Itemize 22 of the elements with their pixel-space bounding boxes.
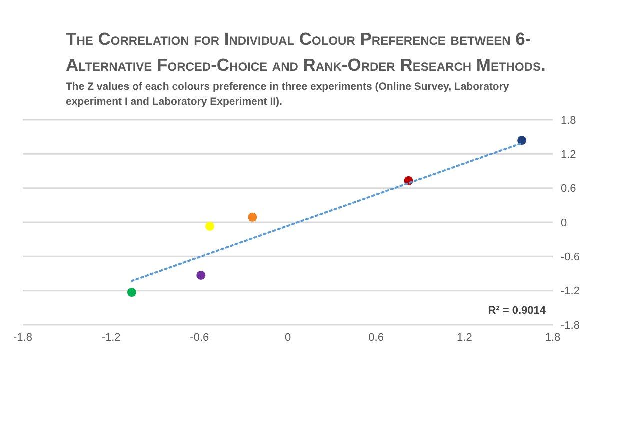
x-tick-label: 1.8 — [545, 332, 561, 344]
x-tick-label: -1.2 — [102, 332, 121, 344]
x-tick-label: 0 — [284, 332, 292, 344]
y-tick-label: 0 — [561, 217, 568, 230]
x-tick-label: 0.6 — [368, 332, 384, 344]
point — [248, 212, 258, 222]
point — [205, 222, 214, 231]
y-tick-label: -1.8 — [561, 320, 580, 332]
point — [127, 288, 136, 298]
point — [196, 270, 206, 280]
x-tick-label: -1.8 — [14, 332, 32, 344]
chart-subtitle: The Z values of each colours preference in three experiments (Online Survey, Laboratory experiment I and Laboratory Experiment II). — [66, 80, 510, 110]
y-tick-label: 0.6 — [561, 183, 576, 196]
y-tick-label: 1.2 — [561, 149, 576, 162]
x-tick-label: 1.2 — [457, 332, 472, 344]
chart-title: The Correlation for Individual Colour Preference between 6-Alternative Forced-Choice and Rank-Order Research Methods. — [66, 28, 547, 77]
point — [518, 136, 527, 146]
y-tick-label: 1.8 — [561, 114, 576, 127]
y-tick-label: -0.6 — [561, 252, 580, 264]
y-tick-label: -1.2 — [561, 286, 580, 298]
x-tick-label: -0.6 — [190, 332, 210, 344]
annotation: R² = 0.9014 — [488, 305, 546, 317]
